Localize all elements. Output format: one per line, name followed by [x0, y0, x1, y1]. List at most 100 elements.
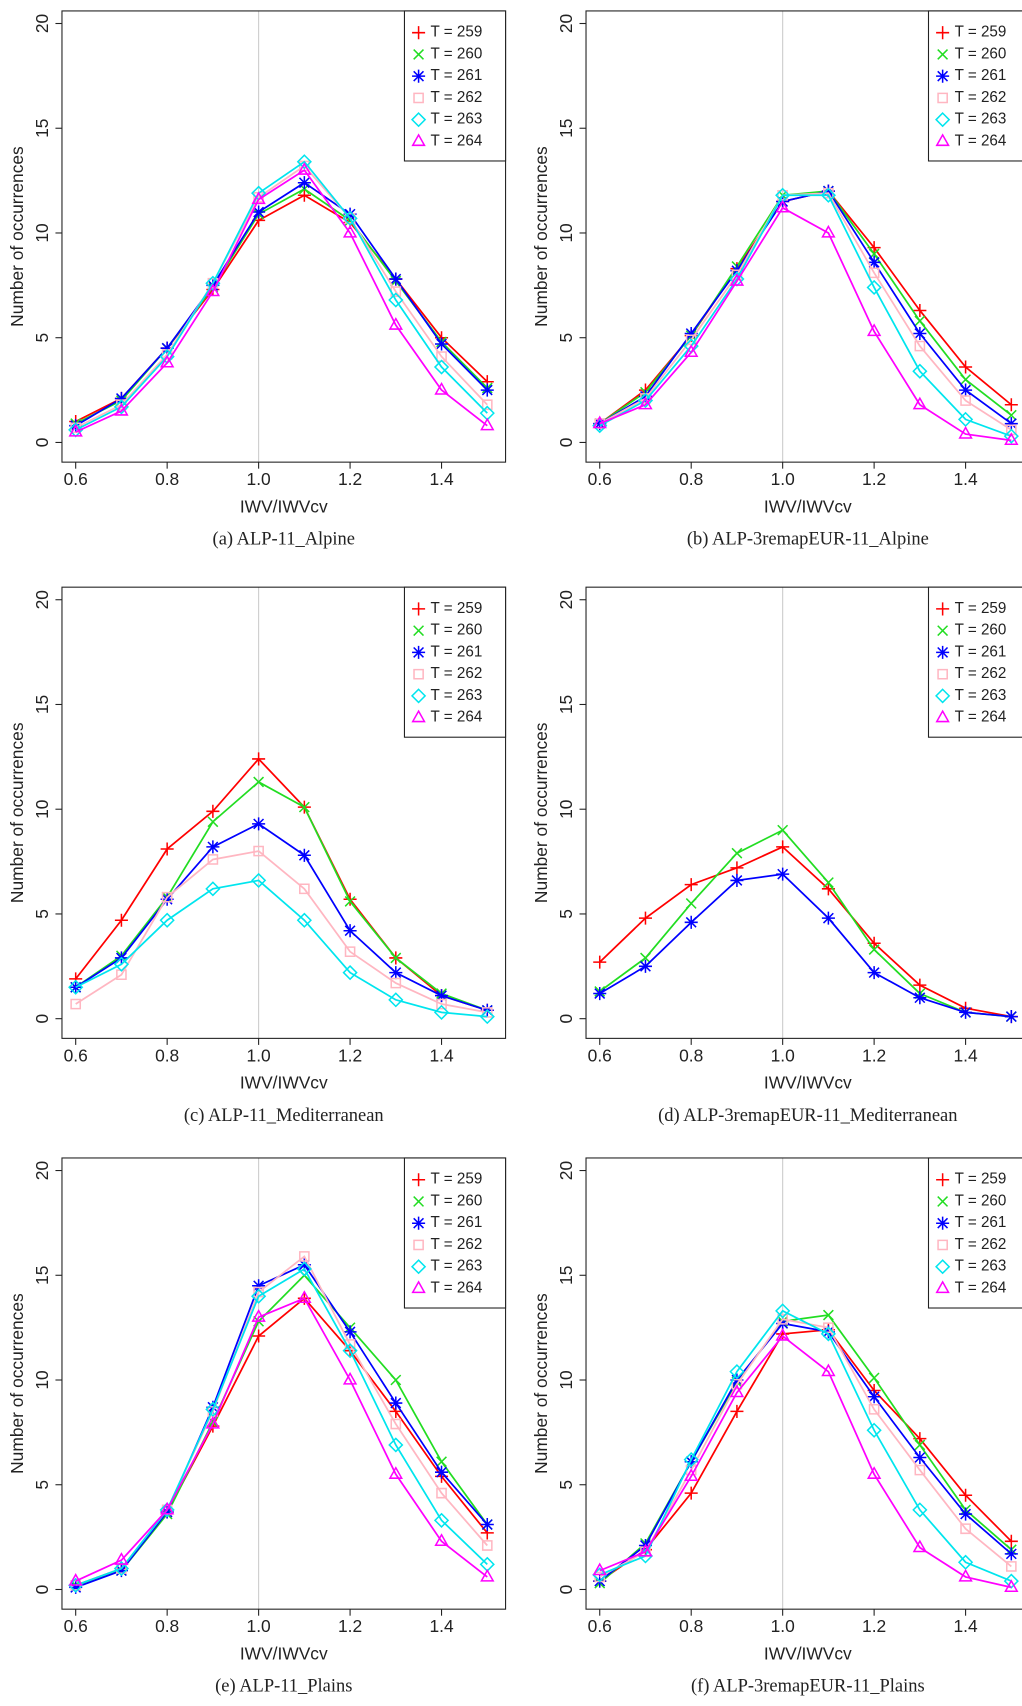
- data-point: [390, 977, 402, 989]
- data-point: [822, 1309, 834, 1321]
- y-tick-label: 10: [32, 1370, 52, 1389]
- data-point: [253, 776, 265, 788]
- data-point: [640, 952, 651, 964]
- legend-marker: [412, 69, 426, 83]
- legend-marker: [936, 26, 950, 40]
- caption: (d) ALP-3remapEUR-11_Mediterranean: [658, 1105, 957, 1126]
- data-point: [251, 191, 266, 205]
- legend-label: T = 262: [955, 1236, 1007, 1253]
- series-line: [75, 160, 488, 431]
- data-point: [867, 255, 881, 269]
- data-point: [912, 396, 928, 410]
- data-point: [159, 1502, 175, 1518]
- data-point: [1004, 398, 1018, 412]
- data-point: [433, 1512, 450, 1528]
- plot-area: [68, 752, 495, 1025]
- data-point: [820, 1326, 836, 1342]
- x-tick-label: 0.6: [64, 1045, 88, 1065]
- data-point: [776, 840, 790, 854]
- legend-label: T = 263: [955, 1258, 1007, 1275]
- legend-marker: [412, 1216, 426, 1230]
- legend-label: T = 260: [431, 1192, 483, 1209]
- legend-marker: [413, 668, 424, 680]
- legend-marker: [936, 602, 950, 616]
- data-point: [592, 1562, 607, 1576]
- data-point: [1003, 428, 1019, 444]
- panel: 0.6 0.8 1.0 1.2 1.4 0 5 10 15 20 IWV/IWVcv Number o…: [7, 10, 507, 550]
- y-tick-label: 5: [556, 1480, 576, 1490]
- data-point: [252, 752, 266, 766]
- data-point: [159, 912, 175, 928]
- data-point: [205, 1401, 221, 1417]
- legend-marker: [935, 1259, 951, 1275]
- y-tick-label: 5: [32, 1480, 52, 1490]
- series-line: [75, 879, 488, 1018]
- plot-area: [592, 184, 1019, 446]
- data-point: [299, 1251, 310, 1262]
- series-line: [75, 181, 488, 427]
- data-point: [731, 847, 743, 859]
- data-point: [159, 1501, 175, 1515]
- legend-label: T = 262: [955, 665, 1007, 682]
- legend-marker: [413, 1196, 425, 1207]
- data-point: [206, 840, 220, 854]
- data-point: [161, 891, 173, 903]
- y-tick-label: 15: [556, 119, 576, 138]
- series-line: [599, 1309, 1012, 1582]
- x-tick-label: 1.0: [247, 469, 271, 489]
- data-point: [913, 991, 927, 1005]
- y-tick-label: 5: [556, 333, 576, 343]
- data-point: [866, 323, 882, 337]
- data-point: [959, 1488, 973, 1502]
- y-axis-title: Number of occurrences: [7, 722, 27, 903]
- y-axis-title: Number of occurrences: [531, 1293, 551, 1474]
- y-tick-label: 0: [556, 438, 576, 448]
- data-point: [113, 1560, 130, 1577]
- data-point: [114, 402, 129, 416]
- data-point: [638, 959, 652, 973]
- x-tick-label: 0.6: [588, 469, 612, 489]
- plot-frame: [585, 10, 1022, 463]
- y-tick-label: 5: [556, 909, 576, 919]
- legend-marker: [413, 625, 425, 637]
- data-point: [959, 360, 973, 374]
- data-point: [69, 1580, 83, 1594]
- legend-marker: [935, 133, 950, 147]
- data-point: [252, 817, 266, 831]
- data-point: [435, 1465, 449, 1479]
- data-point: [297, 848, 311, 862]
- data-point: [777, 1313, 788, 1325]
- data-point: [114, 391, 128, 405]
- y-tick-label: 20: [556, 1161, 576, 1180]
- data-point: [344, 895, 356, 907]
- data-point: [297, 176, 311, 190]
- series-line: [599, 190, 1012, 425]
- plot-area: [593, 824, 1018, 1024]
- y-tick-label: 10: [32, 800, 52, 819]
- legend: T = 259 T = 260 T = 261 T = 262 T = 263 T = 2…: [403, 586, 507, 738]
- plot-frame: [585, 1157, 1022, 1610]
- series-line: [599, 194, 1012, 437]
- data-point: [957, 411, 974, 428]
- data-point: [159, 354, 175, 368]
- data-point: [729, 273, 745, 286]
- legend-label: T = 261: [431, 643, 483, 660]
- data-point: [731, 1378, 743, 1390]
- legend: T = 259 T = 260 T = 261 T = 262 T = 263 T = 2…: [403, 1157, 507, 1309]
- series-line: [599, 1318, 1012, 1578]
- data-point: [390, 1418, 402, 1430]
- y-tick-label: 0: [32, 438, 52, 448]
- y-tick-label: 5: [32, 333, 52, 343]
- data-point: [1004, 1534, 1018, 1548]
- legend-marker: [935, 112, 951, 128]
- plot-frame: [61, 10, 507, 463]
- data-point: [914, 340, 926, 352]
- x-tick-label: 0.6: [588, 1616, 612, 1636]
- data-point: [205, 1415, 221, 1429]
- data-point: [1005, 409, 1017, 421]
- data-point: [297, 1290, 312, 1303]
- legend-label: T = 261: [955, 67, 1007, 84]
- data-point: [388, 317, 403, 330]
- data-point: [684, 1455, 698, 1469]
- x-tick-label: 1.2: [862, 1616, 886, 1636]
